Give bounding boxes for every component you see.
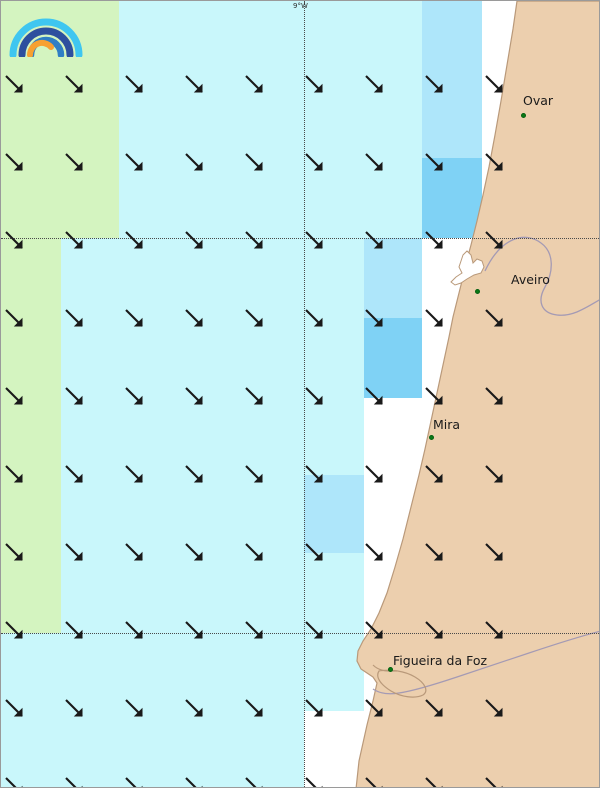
- city-dot[interactable]: [521, 113, 526, 118]
- value-cell-pale-cyan: [61, 238, 422, 318]
- graticule-label-longitude: 9°W: [293, 2, 308, 10]
- city-label: Aveiro: [511, 272, 550, 287]
- rainbow-arc-outer: [9, 18, 83, 57]
- value-cell-pale-cyan: [1, 711, 304, 787]
- river-mondego: [372, 630, 599, 695]
- rainbow-arc-second: [18, 27, 74, 57]
- value-cell-pale-cyan: [61, 553, 364, 633]
- value-cell-pale-cyan: [61, 475, 304, 553]
- value-cell-light-blue: [364, 238, 422, 318]
- city-dot[interactable]: [429, 435, 434, 440]
- city-label: Mira: [433, 417, 461, 432]
- rainbow-arc-inner: [26, 39, 54, 57]
- city-dot[interactable]: [388, 667, 393, 672]
- value-cell-medium-blue: [364, 318, 422, 398]
- value-cell-light-blue: [304, 475, 364, 553]
- land-mainland: [355, 1, 599, 787]
- value-cell-pale-cyan: [119, 1, 422, 238]
- rainbow-logo[interactable]: [9, 13, 83, 57]
- ria-de-aveiro-lagoon: [450, 250, 485, 286]
- city-label: Ovar: [523, 93, 554, 108]
- city-dot[interactable]: [475, 289, 480, 294]
- river-vouga: [484, 236, 599, 316]
- city-label: Figueira da Foz: [393, 653, 488, 668]
- value-cell-pale-cyan: [1, 633, 364, 711]
- value-cell-medium-blue: [422, 158, 482, 238]
- mondego-estuary-loop: [377, 669, 427, 698]
